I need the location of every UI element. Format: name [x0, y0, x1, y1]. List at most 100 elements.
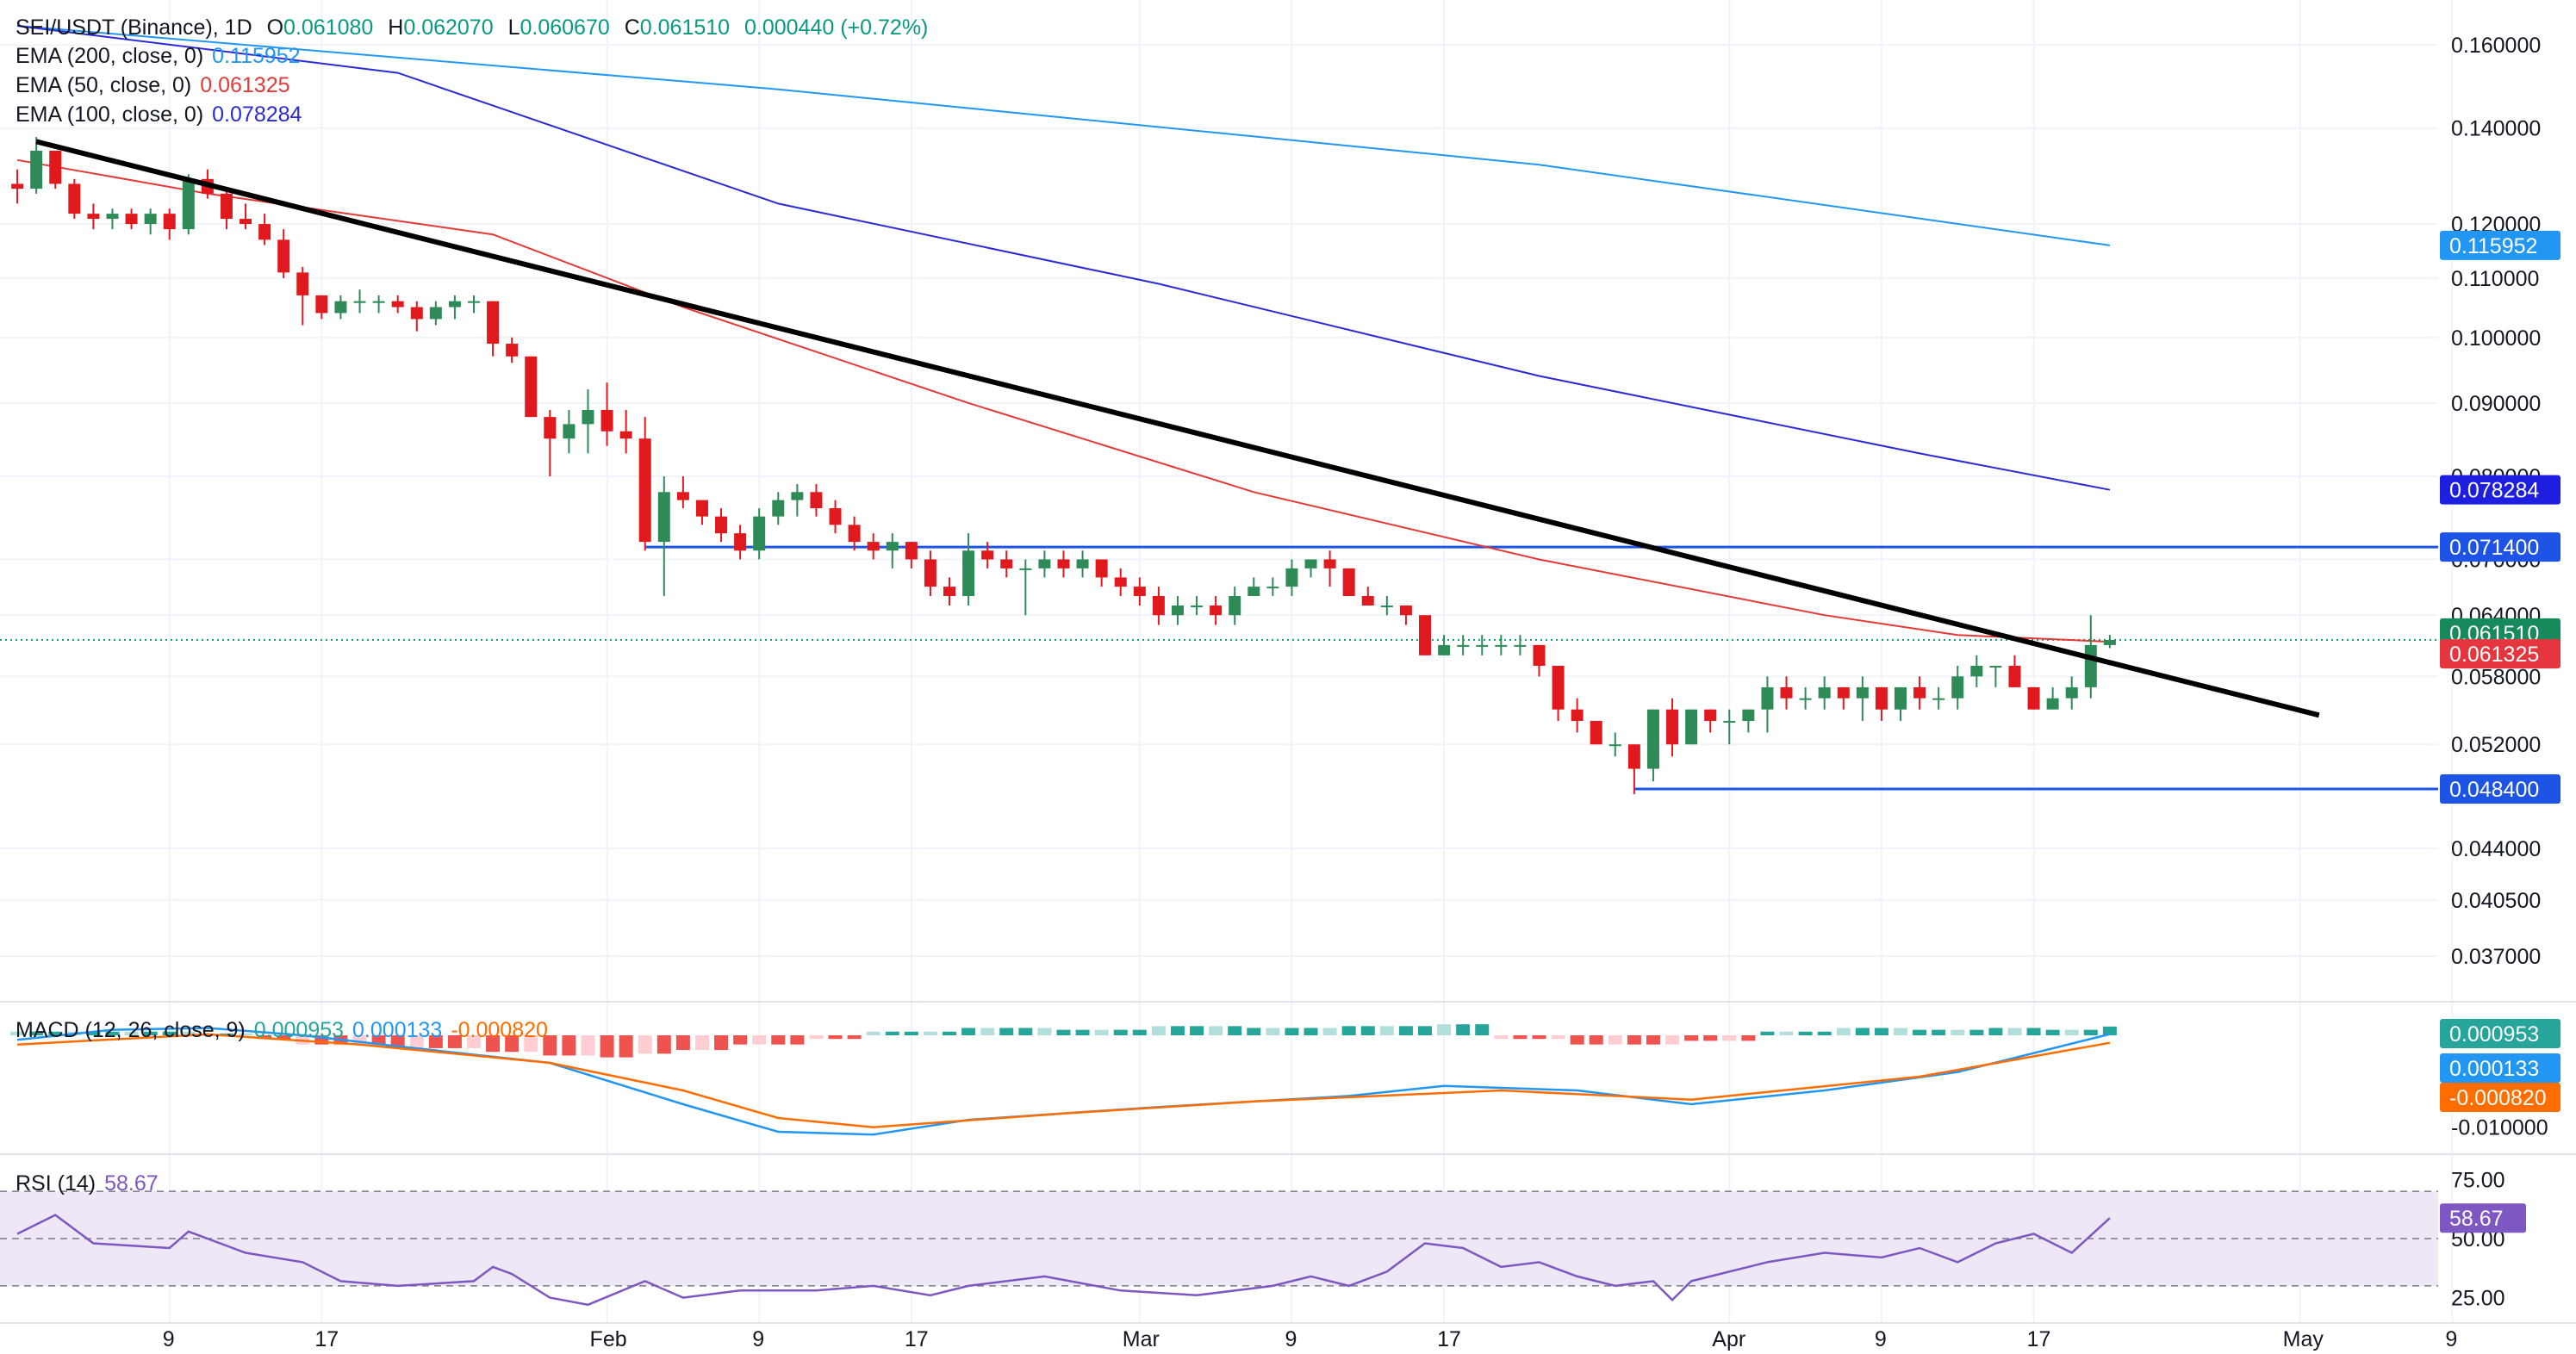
chart-header: SEI/USDT (Binance), 1D O0.061080 H0.0620…: [16, 16, 928, 40]
candle-body: [1361, 595, 1374, 606]
macd-histogram-bar: [105, 1031, 120, 1035]
macd-histogram-bar: [1760, 1031, 1775, 1035]
candle-body: [240, 219, 252, 225]
candle-body: [1951, 676, 1964, 699]
rsi-label-bg: [2440, 1203, 2526, 1233]
candle-body: [144, 214, 157, 225]
rsi-line: [16, 1214, 2111, 1307]
candle-body: [1038, 559, 1051, 568]
macd-histogram-bar: [352, 1035, 367, 1045]
macd-histogram-bar: [694, 1035, 709, 1051]
macd-histogram-bar: [1170, 1026, 1185, 1035]
macd-histogram-bar: [1551, 1035, 1565, 1040]
candle-body: [1608, 744, 1621, 747]
candle-body: [791, 492, 804, 500]
y-tick-label: 0.110000: [2451, 267, 2539, 291]
macd-histogram-bar: [771, 1035, 786, 1045]
rsi-legend[interactable]: RSI (14) 58.67: [16, 1171, 167, 1196]
macd-histogram-bar: [219, 1033, 233, 1035]
candle-body: [1552, 665, 1565, 710]
macd-histogram-bar: [1360, 1026, 1375, 1035]
macd-histogram-bar: [638, 1035, 652, 1054]
macd-histogram-bar: [1817, 1031, 1832, 1035]
candle-body: [2008, 665, 2021, 687]
price-label-bg: [2440, 639, 2560, 669]
candle-body: [1342, 568, 1355, 596]
candle-body: [1761, 686, 1774, 710]
macd-histogram-bar: [1437, 1024, 1452, 1035]
ema100-value: 0.078284: [212, 102, 302, 127]
candle-body: [943, 587, 955, 596]
candle-body: [886, 542, 899, 551]
ema200-legend[interactable]: EMA (200, close, 0) 0.115952: [16, 44, 309, 69]
price-label-bg: [2440, 532, 2560, 562]
change-value: 0.000440 (+0.72%): [744, 16, 929, 40]
macd-legend[interactable]: MACD (12, 26, close, 9) 0.000953 0.000133-…: [16, 1018, 557, 1043]
y-tick-label: 0.090000: [2451, 392, 2541, 416]
macd-histogram-bar: [866, 1031, 880, 1035]
candle-body: [1932, 698, 1945, 700]
candle-body: [2084, 644, 2097, 687]
candle-body: [1380, 606, 1393, 608]
candle-body: [1913, 686, 1926, 699]
macd-histogram-bar: [1113, 1029, 1128, 1035]
macd-histogram-bar: [143, 1031, 158, 1035]
macd-histogram-bar: [1475, 1024, 1490, 1035]
macd-line: [16, 1027, 2111, 1136]
macd-histogram-bar: [2102, 1026, 2117, 1035]
x-tick-label: Mar: [1123, 1327, 1160, 1351]
price-axis-label: 0.078284: [2449, 479, 2539, 503]
macd-histogram-bar: [1456, 1024, 1471, 1035]
macd-histogram-bar: [847, 1035, 862, 1040]
low-value: 0.060670: [520, 16, 610, 40]
candle-body: [1304, 559, 1317, 568]
candle-body: [582, 409, 594, 425]
candle-body: [163, 214, 176, 230]
x-tick-label: Apr: [1712, 1327, 1745, 1351]
candle-body: [87, 214, 100, 220]
ema100-label: EMA (100, close, 0): [16, 102, 204, 127]
x-tick-label: 9: [1285, 1327, 1297, 1351]
macd-histogram-bar: [1151, 1026, 1166, 1035]
candle-body: [1856, 686, 1869, 699]
y-tick-label: 0.037000: [2451, 945, 2541, 969]
macd-axis-label: -0.000820: [2449, 1086, 2547, 1110]
ema50-legend[interactable]: EMA (50, close, 0) 0.061325: [16, 73, 299, 98]
macd-histogram-bar: [10, 1031, 25, 1035]
macd-histogram-bar: [1741, 1035, 1756, 1041]
macd-histogram-bar: [1988, 1028, 2003, 1035]
macd-histogram-bar: [943, 1031, 956, 1035]
macd-histogram-bar: [1684, 1035, 1699, 1041]
candle-body: [1646, 709, 1659, 769]
ema50-value: 0.061325: [200, 73, 290, 97]
candle-body: [220, 193, 233, 220]
macd-histogram-bar: [1418, 1026, 1432, 1035]
y-tick-label: 0.052000: [2451, 733, 2541, 757]
macd-histogram-bar: [790, 1035, 805, 1045]
macd-histogram-bar: [980, 1028, 995, 1035]
candle-body: [315, 295, 328, 314]
candle-body: [1266, 587, 1279, 589]
macd-axis-label: 0.000133: [2449, 1057, 2539, 1081]
macd-histogram-bar: [277, 1035, 291, 1040]
macd-histogram-bar: [314, 1035, 329, 1045]
ema200-label: EMA (200, close, 0): [16, 44, 204, 68]
macd-histogram-bar: [714, 1035, 729, 1051]
macd-label-bg: [2440, 1053, 2560, 1083]
candle-body: [544, 417, 557, 439]
ema100-legend[interactable]: EMA (100, close, 0) 0.078284: [16, 102, 310, 127]
candle-body: [1210, 606, 1223, 616]
macd-histogram-bar: [1209, 1026, 1223, 1035]
macd-hist-value: 0.000953: [253, 1018, 345, 1042]
macd-histogram-bar: [2064, 1029, 2079, 1035]
macd-histogram-bar: [1798, 1031, 1813, 1035]
candle-body: [296, 272, 309, 295]
macd-histogram-bar: [1646, 1035, 1660, 1045]
candle-body: [2103, 640, 2116, 645]
macd-histogram-bar: [1665, 1035, 1680, 1045]
candle-body: [1057, 559, 1070, 568]
macd-histogram-bar: [2007, 1028, 2022, 1035]
ema200-line: [17, 25, 2111, 246]
candle-body: [867, 542, 880, 551]
